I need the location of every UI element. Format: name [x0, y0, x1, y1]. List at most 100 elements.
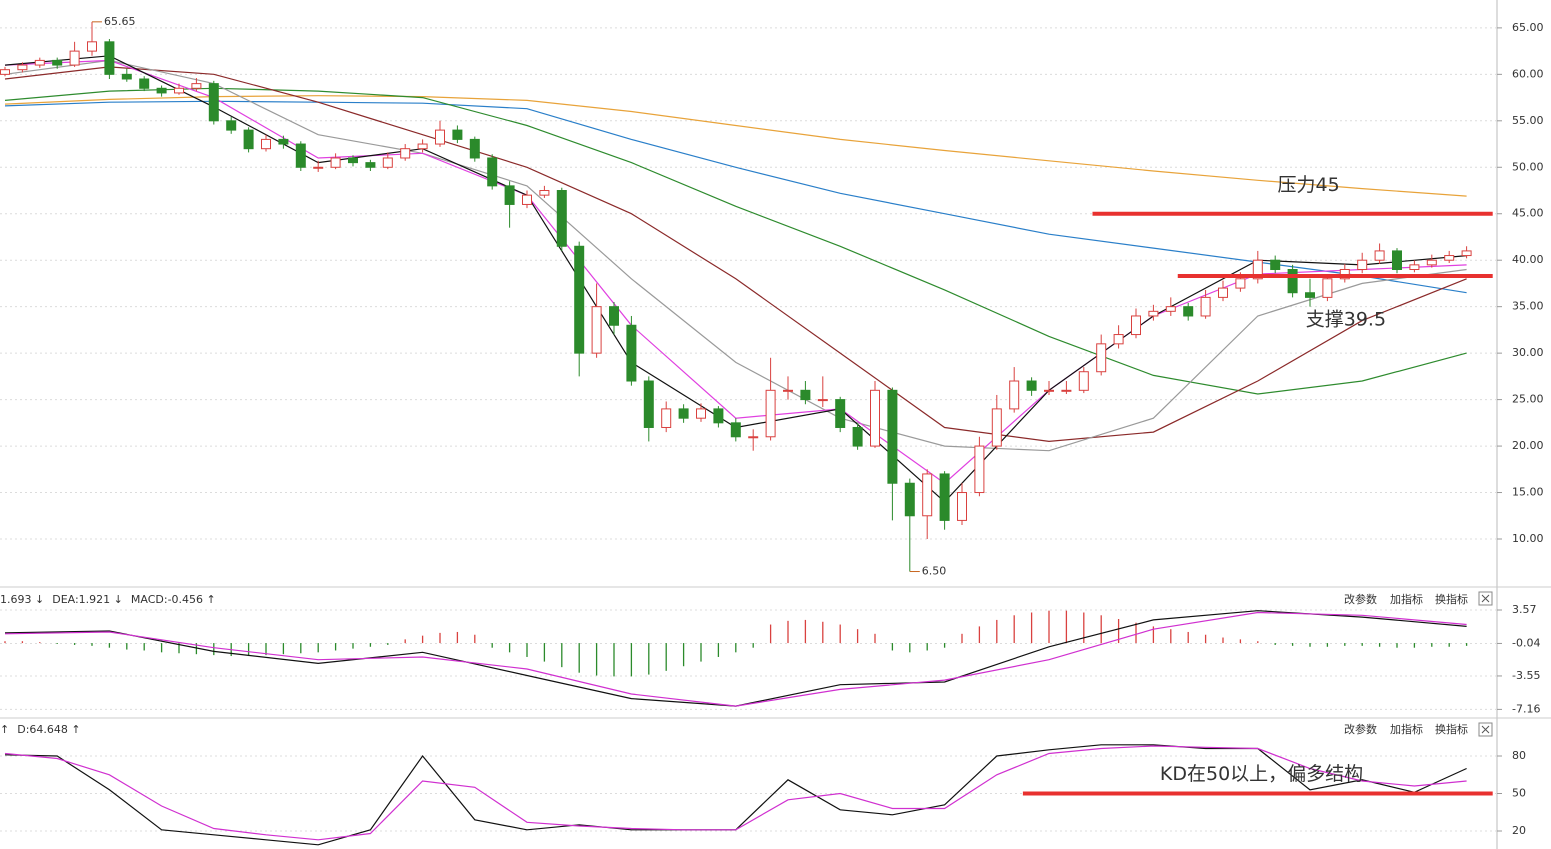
candle-body	[870, 389, 880, 447]
candle-body	[1096, 343, 1107, 373]
y-tick-label: 50	[1512, 787, 1526, 800]
candle-body	[887, 389, 898, 484]
y-tick-label: -7.16	[1512, 702, 1540, 715]
candle-body	[382, 157, 393, 168]
candle-body	[243, 129, 254, 150]
candle-body	[1270, 259, 1281, 270]
candle-body	[52, 59, 63, 66]
toolbar-button[interactable]: 加指标	[1390, 722, 1423, 736]
candle-body	[0, 69, 10, 75]
candle-body	[1392, 250, 1402, 270]
indicator-header: ↑	[0, 723, 9, 736]
y-tick-label: 50.00	[1512, 160, 1544, 173]
y-tick-label: 80	[1512, 749, 1526, 762]
candle-body	[991, 408, 1002, 447]
candle-body	[295, 143, 306, 168]
y-tick-label: 3.57	[1512, 603, 1537, 616]
candle-body	[1287, 268, 1298, 294]
candle-body	[1305, 292, 1315, 298]
candle-body	[469, 138, 480, 159]
candle-body	[1078, 371, 1089, 391]
candle-body	[609, 306, 619, 326]
candle-body	[730, 422, 741, 438]
candle-body	[191, 83, 202, 89]
candle-body	[904, 482, 915, 517]
candle-body	[1461, 250, 1472, 257]
candle-body	[330, 157, 341, 168]
candle-body	[661, 408, 672, 428]
candle-body	[365, 162, 376, 168]
candle-body	[957, 492, 967, 521]
candle-body	[643, 380, 654, 428]
toolbar-button[interactable]: 改参数	[1344, 592, 1377, 606]
indicator-line	[4, 87, 1467, 395]
extreme-label: 65.65	[104, 15, 136, 28]
candle-body	[1409, 264, 1420, 270]
indicator-header: D:64.648 ↑	[17, 723, 80, 736]
candle-body	[922, 473, 933, 517]
toolbar-button[interactable]: 加指标	[1390, 592, 1423, 606]
indicator-header: DEA:1.921 ↓	[52, 593, 123, 606]
candle-body	[1426, 259, 1437, 266]
indicator-line	[4, 745, 1467, 841]
candle-body	[208, 83, 219, 122]
candle-body	[17, 64, 28, 71]
candle-body	[487, 157, 498, 187]
candle-body	[139, 78, 150, 89]
indicator-header: MACD:-0.456 ↑	[131, 593, 216, 606]
candle-body	[1200, 296, 1211, 317]
candle-body	[1131, 315, 1141, 336]
indicator-line	[4, 100, 1467, 294]
level-annotation: 支撑39.5	[1306, 309, 1386, 331]
candle-body	[800, 389, 811, 401]
indicator-header: 1.693 ↓	[0, 593, 44, 606]
y-tick-label: -0.04	[1512, 636, 1540, 649]
candle-body	[1148, 310, 1159, 317]
candle-body	[1357, 259, 1368, 270]
candle-body	[1252, 259, 1263, 280]
candle-body	[1044, 389, 1054, 392]
y-tick-label: 55.00	[1512, 114, 1544, 127]
y-tick-label: 20	[1512, 824, 1526, 837]
macd-close-button[interactable]	[1478, 591, 1493, 606]
candle-body	[452, 129, 463, 140]
y-tick-label: 65.00	[1512, 21, 1544, 34]
toolbar-button[interactable]: 换指标	[1435, 722, 1468, 736]
candle-body	[156, 87, 167, 94]
toolbar-button[interactable]: 换指标	[1435, 592, 1468, 606]
candle-body	[348, 157, 358, 164]
candle-body	[1165, 306, 1176, 312]
candle-body	[1113, 334, 1124, 345]
candle-body	[626, 324, 637, 382]
y-tick-label: 30.00	[1512, 346, 1544, 359]
candle-body	[226, 120, 237, 131]
candle-body	[591, 306, 602, 354]
candle-body	[1235, 278, 1246, 289]
candle-body	[174, 87, 184, 94]
kd-close-button[interactable]	[1478, 722, 1493, 737]
candle-body	[974, 445, 985, 494]
indicator-line	[4, 611, 1467, 707]
candle-body	[121, 73, 132, 80]
candle-body	[939, 473, 950, 521]
candle-body	[1374, 250, 1385, 261]
y-tick-label: 40.00	[1512, 253, 1544, 266]
candle-body	[400, 148, 411, 159]
candle-body	[1026, 380, 1037, 391]
indicator-line	[4, 95, 1467, 197]
indicator-line	[4, 66, 1467, 443]
toolbar-button[interactable]: 改参数	[1344, 722, 1377, 736]
candle-body	[261, 138, 271, 150]
candle-body	[87, 41, 97, 52]
candle-body	[1061, 389, 1072, 392]
candle-body	[678, 408, 689, 419]
candle-body	[1322, 278, 1333, 298]
y-tick-label: 25.00	[1512, 393, 1544, 406]
candle-body	[574, 245, 585, 354]
y-tick-label: 10.00	[1512, 532, 1544, 545]
candle-body	[435, 129, 445, 145]
candle-body	[313, 166, 324, 169]
candle-body	[504, 185, 515, 205]
